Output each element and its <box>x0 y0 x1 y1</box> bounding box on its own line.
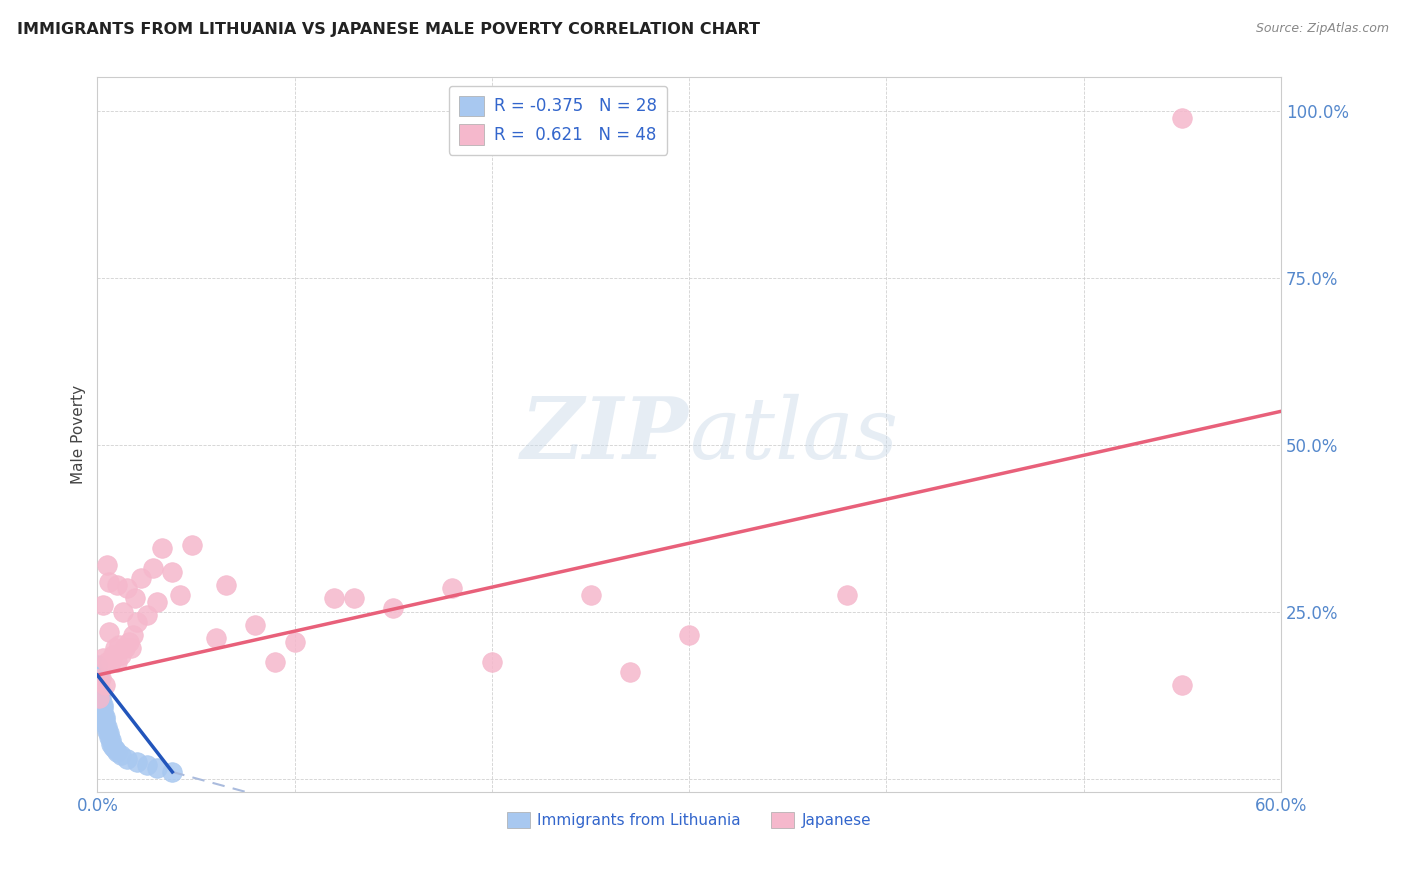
Point <box>91 698 114 713</box>
Point <box>101 648 124 662</box>
Text: IMMIGRANTS FROM LITHUANIA VS JAPANESE MALE POVERTY CORRELATION CHART: IMMIGRANTS FROM LITHUANIA VS JAPANESE MA… <box>17 22 759 37</box>
Point <box>105 578 128 592</box>
Point <box>118 634 141 648</box>
Point <box>110 748 132 763</box>
Point <box>1171 111 1194 125</box>
Point <box>86 658 108 673</box>
Point <box>124 591 146 606</box>
Point <box>94 710 117 724</box>
Point <box>835 588 858 602</box>
Point <box>104 742 127 756</box>
Point <box>89 673 111 687</box>
Point <box>120 641 142 656</box>
Point <box>94 716 117 731</box>
Point <box>181 538 204 552</box>
Point <box>284 634 307 648</box>
Point <box>115 582 138 596</box>
Point <box>105 655 128 669</box>
Point <box>89 691 111 706</box>
Point <box>579 588 602 602</box>
Point <box>110 648 132 662</box>
Point <box>91 598 114 612</box>
Point <box>1171 678 1194 692</box>
Point <box>152 541 174 556</box>
Point <box>264 655 287 669</box>
Point <box>111 605 134 619</box>
Point <box>98 574 121 589</box>
Text: Source: ZipAtlas.com: Source: ZipAtlas.com <box>1256 22 1389 36</box>
Point <box>145 761 167 775</box>
Point <box>91 706 114 721</box>
Point <box>90 691 112 706</box>
Point <box>96 719 118 733</box>
Point <box>481 655 503 669</box>
Point <box>243 618 266 632</box>
Point <box>98 730 121 744</box>
Point <box>145 594 167 608</box>
Point <box>129 571 152 585</box>
Point <box>100 655 122 669</box>
Point <box>100 737 122 751</box>
Point <box>98 726 121 740</box>
Point <box>90 695 112 709</box>
Point <box>678 628 700 642</box>
Point <box>114 641 136 656</box>
Point <box>89 678 111 692</box>
Point <box>104 641 127 656</box>
Point <box>619 665 641 679</box>
Point <box>90 685 112 699</box>
Point <box>101 739 124 754</box>
Point <box>125 615 148 629</box>
Point <box>96 723 118 738</box>
Point <box>323 591 346 606</box>
Y-axis label: Male Poverty: Male Poverty <box>72 385 86 484</box>
Point <box>135 758 157 772</box>
Point <box>94 713 117 727</box>
Point <box>135 607 157 622</box>
Point <box>94 678 117 692</box>
Point <box>162 764 184 779</box>
Point <box>100 732 122 747</box>
Point <box>91 651 114 665</box>
Point <box>142 561 165 575</box>
Point <box>96 655 118 669</box>
Point <box>121 628 143 642</box>
Legend: Immigrants from Lithuania, Japanese: Immigrants from Lithuania, Japanese <box>501 806 877 834</box>
Text: ZIP: ZIP <box>522 393 689 476</box>
Point <box>91 701 114 715</box>
Point <box>108 638 131 652</box>
Point <box>96 558 118 572</box>
Point <box>343 591 366 606</box>
Point <box>105 745 128 759</box>
Point <box>204 632 226 646</box>
Text: atlas: atlas <box>689 393 898 476</box>
Point <box>214 578 236 592</box>
Point <box>169 588 191 602</box>
Point <box>162 565 184 579</box>
Point <box>441 582 464 596</box>
Point <box>89 668 111 682</box>
Point <box>90 672 112 686</box>
Point <box>98 624 121 639</box>
Point <box>115 751 138 765</box>
Point <box>125 755 148 769</box>
Point <box>382 601 405 615</box>
